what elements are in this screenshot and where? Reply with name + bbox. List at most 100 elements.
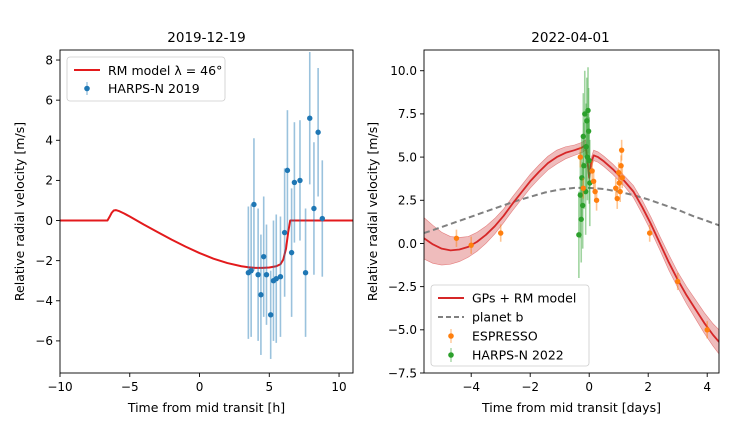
left-ytick-label: 6 <box>45 93 53 107</box>
harps-2022-point <box>583 144 589 150</box>
right-panel: 2022-04-01 −4 −2 0 2 4 −7.5 −5.0 −2.5 0.0 2.5 5.0… <box>365 30 720 415</box>
right-ylabel: Relative radial velocity [m/s] <box>365 122 380 301</box>
right-legend-espresso-marker <box>448 333 454 339</box>
right-xtick-label: 2 <box>644 380 652 394</box>
espresso-point <box>617 188 623 195</box>
left-legend-harps-label: HARPS-N 2019 <box>108 81 200 96</box>
left-panel: 2019-12-19 −10 −5 0 5 10 −6 −4 −2 0 2 4 6 8 Time fr… <box>12 30 354 415</box>
right-legend-harps-marker <box>448 352 454 358</box>
right-axes-frame <box>423 49 720 374</box>
right-legend-box <box>430 284 590 367</box>
right-planet-b-line <box>424 186 719 235</box>
right-ytick-label: 5.0 <box>398 150 417 164</box>
right-xtick-label: −2 <box>521 380 539 394</box>
left-axes-frame <box>59 49 354 374</box>
harps-2022-point <box>582 111 588 117</box>
harps-2019-point <box>263 271 270 278</box>
left-ytick-label: 2 <box>45 174 53 188</box>
left-legend-box <box>66 56 226 102</box>
left-xtick-label: −5 <box>121 380 139 394</box>
left-legend-harps-marker <box>84 85 90 92</box>
harps-2019-point <box>284 167 291 174</box>
left-model-layer <box>60 209 353 269</box>
left-y-ticks: −6 −4 −2 0 2 4 6 8 <box>35 53 60 348</box>
right-model-layer <box>424 144 719 343</box>
harps-2022-point <box>576 232 582 238</box>
harps-2022-point <box>579 175 585 181</box>
right-legend: GPs + RM model planet b ESPRESSO HARPS-N… <box>430 284 590 367</box>
right-legend-harps-label: HARPS-N 2022 <box>472 348 564 363</box>
espresso-point <box>468 242 474 248</box>
harps-2019-point <box>291 179 298 186</box>
left-title: 2019-12-19 <box>167 30 245 46</box>
right-gp-uncertainty-band <box>424 139 719 355</box>
espresso-point <box>704 327 710 333</box>
harps-2019-point <box>315 129 321 135</box>
right-ytick-label: 10.0 <box>390 64 417 78</box>
harps-2019-point <box>258 292 264 298</box>
harps-2022-point <box>581 163 587 169</box>
right-ytick-label: 0.0 <box>398 237 417 251</box>
harps-2022-point <box>586 157 592 164</box>
left-rm-model-line <box>60 209 353 269</box>
harps-2019-point <box>251 201 257 208</box>
espresso-point <box>616 169 622 176</box>
left-xtick-label: −10 <box>47 380 72 394</box>
right-data-layer <box>453 67 710 339</box>
harps-2019-point <box>273 276 279 282</box>
harps-2019-point <box>297 177 303 184</box>
right-ytick-label: −7.5 <box>388 366 417 380</box>
espresso-point <box>577 154 584 160</box>
left-ytick-label: −4 <box>35 294 53 308</box>
espresso-point <box>618 163 624 169</box>
right-title: 2022-04-01 <box>531 30 609 46</box>
espresso-point <box>618 147 625 153</box>
harps-2022-point <box>585 107 591 114</box>
right-xtick-label: 0 <box>585 380 593 394</box>
left-ytick-label: −6 <box>35 334 53 348</box>
espresso-point <box>593 197 600 203</box>
harps-2022-point <box>585 128 592 134</box>
espresso-point <box>589 168 595 174</box>
espresso-point <box>498 230 504 236</box>
harps-2022-point <box>578 216 584 222</box>
espresso-point <box>614 195 620 202</box>
harps-2019-point <box>267 312 274 318</box>
harps-2019-point <box>281 229 288 236</box>
espresso-point <box>619 175 625 181</box>
harps-2019-point <box>261 253 267 260</box>
right-band-layer <box>424 139 719 355</box>
harps-2019-point <box>311 205 317 212</box>
harps-2019-point <box>302 269 309 276</box>
right-xtick-label: −4 <box>462 380 480 394</box>
left-xlabel: Time from mid transit [h] <box>127 400 285 415</box>
harps-2019-point <box>319 215 326 222</box>
harps-2022-point <box>580 202 586 209</box>
left-data-layer <box>245 52 326 359</box>
espresso-point <box>646 230 653 236</box>
right-planet-layer <box>424 186 719 235</box>
left-xtick-label: 10 <box>331 380 346 394</box>
espresso-point <box>613 185 619 191</box>
right-xlabel: Time from mid transit [days] <box>481 400 661 415</box>
harps-2019-point <box>307 115 313 121</box>
espresso-point <box>453 235 460 241</box>
right-ytick-label: 2.5 <box>398 194 417 208</box>
harps-2019-point <box>288 249 295 256</box>
espresso-point <box>590 178 597 184</box>
harps-2022-point <box>584 118 590 124</box>
espresso-point <box>616 180 622 186</box>
left-ytick-label: 4 <box>45 134 53 148</box>
left-xtick-label: 5 <box>265 380 273 394</box>
espresso-point <box>675 278 681 285</box>
harps-2022-point <box>580 133 586 140</box>
right-legend-gp-label: GPs + RM model <box>472 291 576 306</box>
left-ytick-label: −2 <box>35 254 53 268</box>
espresso-point <box>580 185 586 191</box>
right-y-ticks: −7.5 −5.0 −2.5 0.0 2.5 5.0 7.5 10.0 <box>388 64 424 380</box>
left-ytick-label: 0 <box>45 214 53 228</box>
right-xtick-label: 4 <box>703 380 711 394</box>
harps-2022-point <box>577 192 584 198</box>
espresso-point <box>592 188 598 195</box>
